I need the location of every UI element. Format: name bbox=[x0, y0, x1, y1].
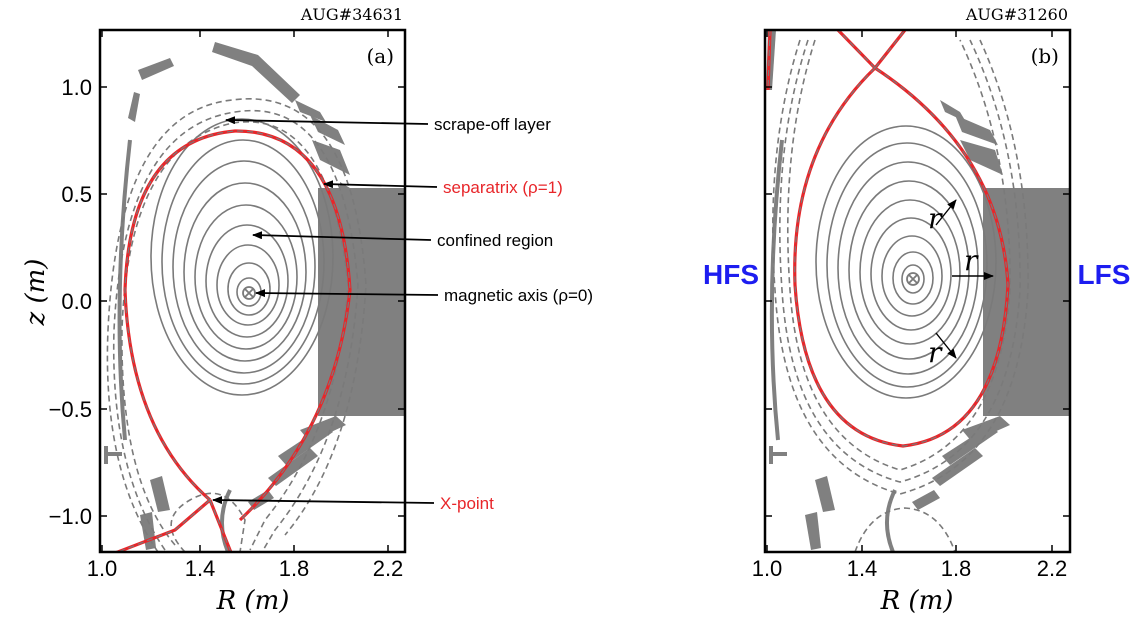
flux-surfaces-b bbox=[815, 125, 997, 399]
inner-tile-a bbox=[128, 92, 140, 122]
xlabel-a: R (m) bbox=[216, 586, 290, 616]
hfs-label: HFS bbox=[703, 259, 759, 290]
axes-frame-a bbox=[98, 28, 407, 554]
baffle-2-b bbox=[942, 425, 998, 465]
panel-a: AUG#34631 bbox=[21, 5, 593, 616]
shot-label-b: AUG#31260 bbox=[965, 5, 1068, 24]
arrow-sol bbox=[225, 116, 429, 125]
xtick-label: 2.2 bbox=[1037, 556, 1068, 581]
label-axis: magnetic axis (ρ=0) bbox=[444, 286, 593, 305]
xtick-label: 1.0 bbox=[752, 556, 783, 581]
ytick-label: 0.5 bbox=[61, 182, 92, 207]
divertor-post-b bbox=[769, 446, 773, 464]
separatrix-a bbox=[113, 129, 352, 552]
xtick-label: 1.8 bbox=[279, 556, 310, 581]
lfs-label: LFS bbox=[1078, 259, 1131, 290]
vessel-wall-b bbox=[766, 30, 1069, 550]
xtick-label: 2.2 bbox=[373, 556, 404, 581]
baffle-2-a bbox=[278, 425, 333, 465]
plot-area-b: r r r bbox=[766, 30, 1069, 552]
radius-labels-b: r r r bbox=[928, 202, 979, 369]
label-xpoint: X-point bbox=[440, 494, 494, 513]
r-label-upper: r bbox=[928, 202, 943, 235]
r-label-lower: r bbox=[928, 336, 943, 369]
xtick-labels-a: 1.0 1.4 1.8 2.2 bbox=[87, 556, 404, 581]
arrow-axis bbox=[255, 289, 439, 298]
xtick-label: 1.8 bbox=[941, 556, 972, 581]
annotation-labels-a: scrape-off layer separatrix (ρ=1) confin… bbox=[434, 115, 593, 513]
panel-b: AUG#31260 bbox=[703, 5, 1130, 616]
annotation-arrows-a bbox=[212, 116, 439, 505]
xtick-label: 1.4 bbox=[847, 556, 878, 581]
ytick-label: −1.0 bbox=[49, 504, 92, 529]
xlabel-b: R (m) bbox=[880, 586, 954, 616]
ylabel-a: z (m) bbox=[21, 259, 51, 327]
inner-wall-a bbox=[117, 139, 132, 441]
magnetic-axis-marker-a bbox=[242, 286, 256, 300]
dome-a bbox=[219, 489, 232, 552]
panel-letter-a: (a) bbox=[366, 44, 394, 68]
ticks-b bbox=[765, 30, 1070, 552]
baffle-3-b bbox=[932, 448, 983, 486]
label-separatrix: separatrix (ρ=1) bbox=[443, 178, 563, 197]
plot-area-a bbox=[104, 42, 404, 552]
panel-letter-b: (b) bbox=[1031, 44, 1059, 68]
divertor-bar-a bbox=[104, 452, 122, 456]
top-tile-3-b bbox=[960, 140, 1003, 175]
arrow-xpoint bbox=[212, 496, 435, 505]
ytick-labels-a: 1.0 0.5 0.0 −0.5 −1.0 bbox=[49, 75, 92, 529]
divertor-post-a bbox=[104, 446, 108, 464]
radius-arrows-b bbox=[935, 199, 994, 359]
ytick-label: −0.5 bbox=[49, 397, 92, 422]
top-tile-5-a bbox=[138, 58, 174, 80]
ytick-label: 1.0 bbox=[61, 75, 92, 100]
shot-label-a: AUG#34631 bbox=[300, 5, 403, 24]
top-tile-3-a bbox=[310, 115, 345, 145]
ytick-label: 0.0 bbox=[61, 289, 92, 314]
divertor-tile-2-b bbox=[805, 512, 821, 550]
label-confined: confined region bbox=[437, 231, 553, 250]
top-tile-2-b bbox=[955, 115, 998, 145]
flux-surfaces-a bbox=[150, 118, 334, 396]
r-label-middle: r bbox=[964, 244, 979, 277]
dome-b bbox=[884, 489, 897, 552]
axes-frame-b bbox=[763, 28, 1072, 554]
arrow-separatrix bbox=[323, 180, 438, 189]
separatrix-b bbox=[766, 30, 1010, 448]
xtick-label: 1.4 bbox=[185, 556, 216, 581]
top-tile-1-b bbox=[940, 100, 966, 122]
divertor-tile-1-a bbox=[150, 476, 170, 512]
baffle-4-b bbox=[912, 490, 940, 510]
ticks-a bbox=[100, 30, 405, 552]
xtick-label: 1.0 bbox=[87, 556, 118, 581]
label-sol: scrape-off layer bbox=[434, 115, 551, 134]
top-tile-1-a bbox=[212, 42, 300, 103]
xtick-labels-b: 1.0 1.4 1.8 2.2 bbox=[752, 556, 1068, 581]
magnetic-axis-marker-b bbox=[906, 272, 920, 286]
divertor-bar-b bbox=[769, 452, 787, 456]
sol-surfaces-b bbox=[772, 39, 1029, 552]
top-tile-2-a bbox=[295, 100, 326, 122]
inner-wall-b bbox=[769, 139, 784, 441]
arrow-confined bbox=[252, 231, 432, 241]
divertor-tile-1-b bbox=[815, 476, 835, 512]
